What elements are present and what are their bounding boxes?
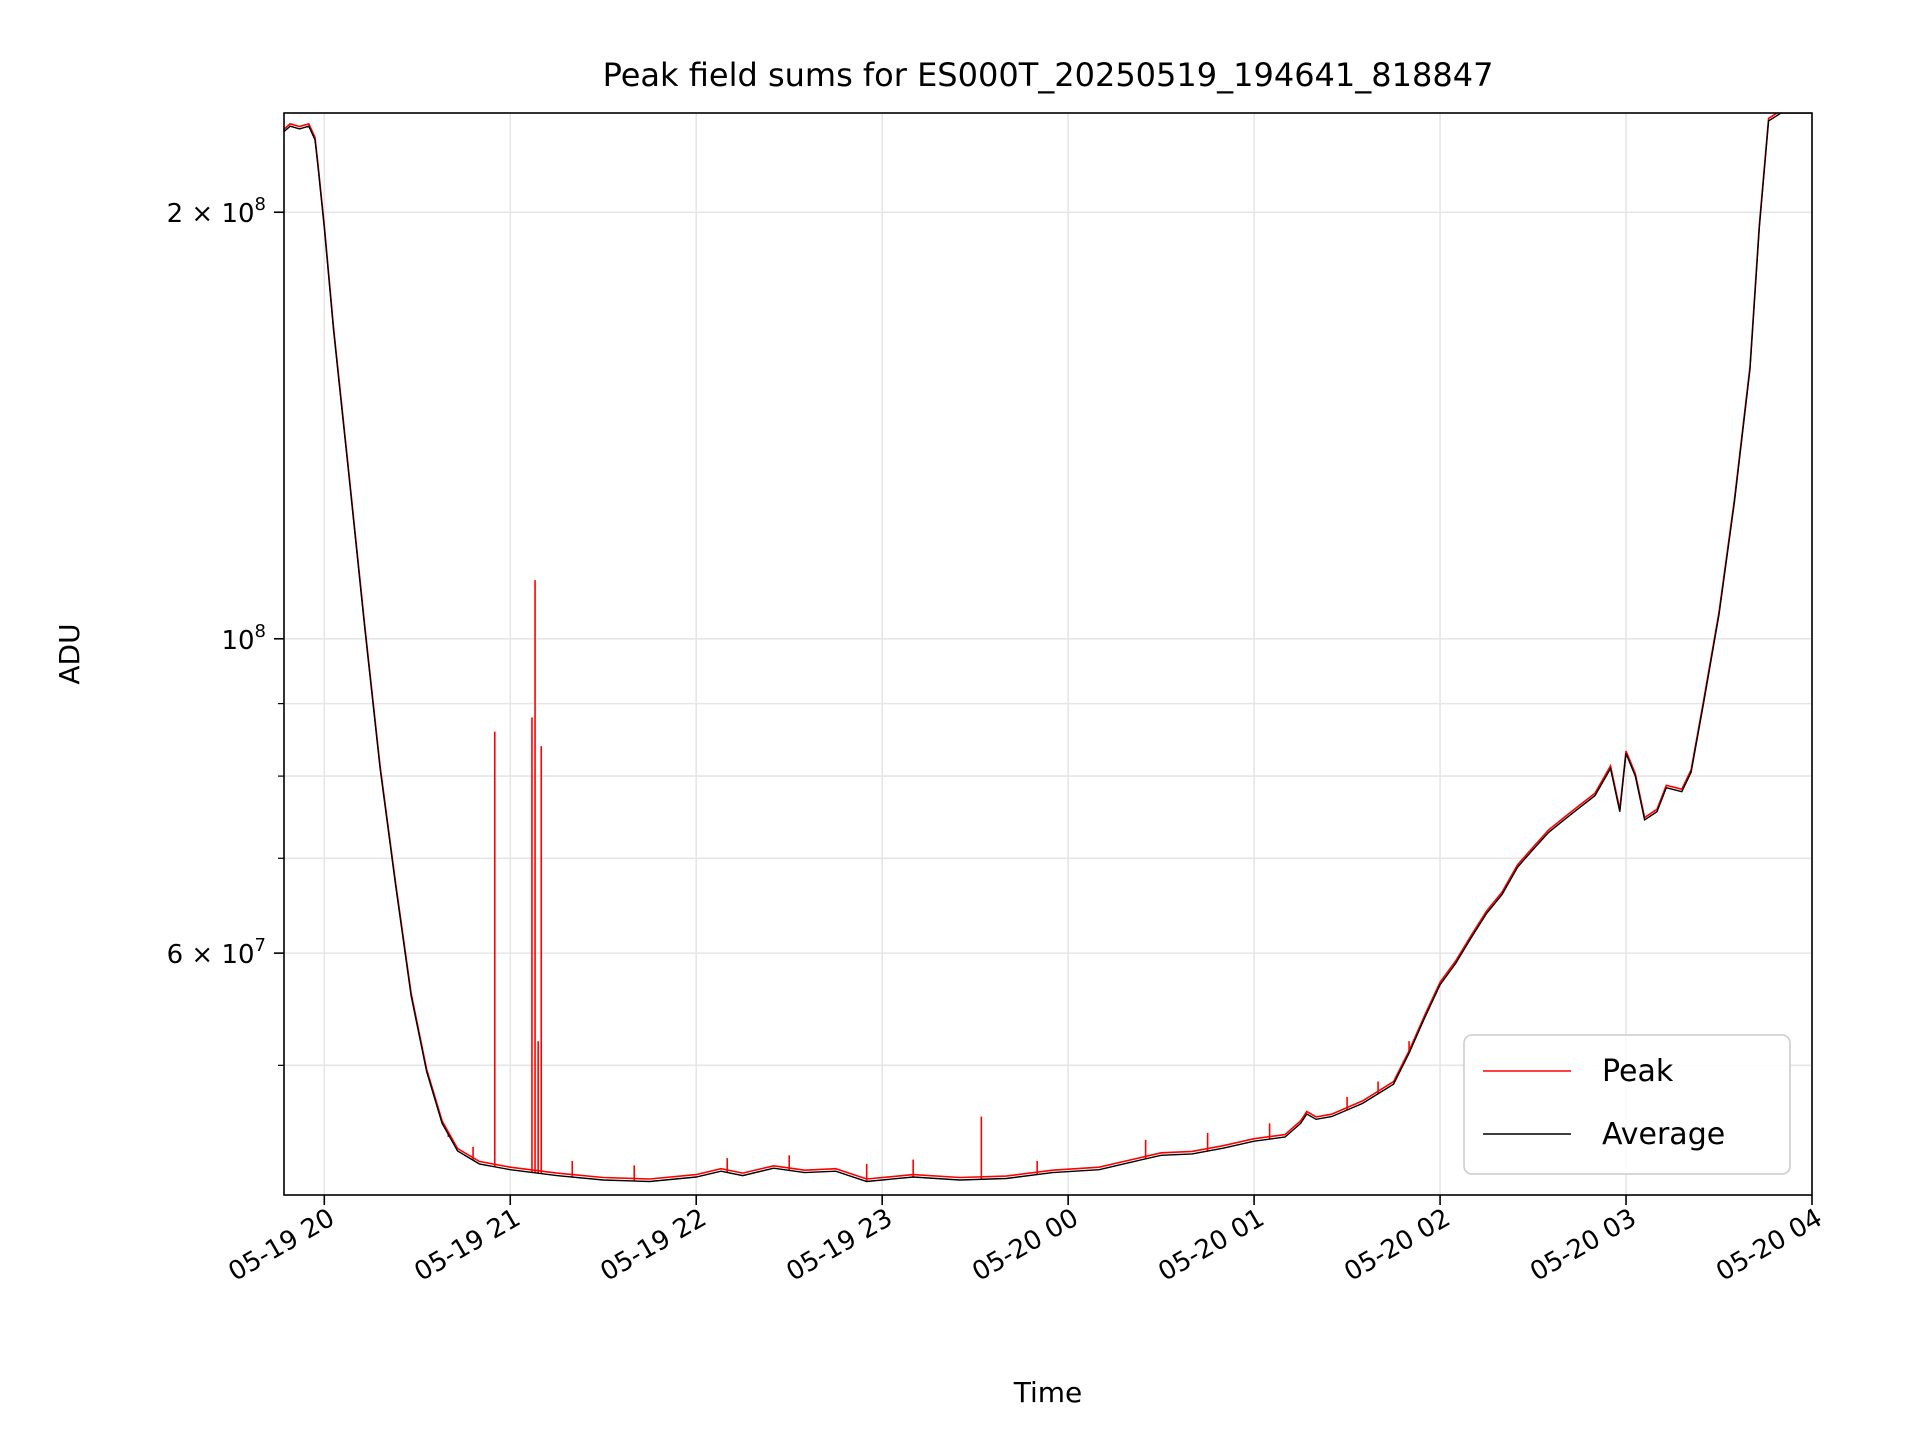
average-series-line	[284, 113, 1812, 1183]
series-layer	[284, 113, 1812, 1183]
legend-average-label: Average	[1602, 1117, 1725, 1152]
legend-box	[1463, 1034, 1791, 1175]
y-tick-label-exponent: 8	[255, 194, 266, 215]
x-axis-label: Time	[1013, 1376, 1083, 1409]
y-tick-label-base: 10	[221, 626, 254, 656]
plot-frame	[283, 112, 1813, 1196]
legend-peak-label: Peak	[1602, 1054, 1674, 1089]
y-tick-label-exponent: 7	[255, 935, 266, 956]
legend: Peak Average	[1463, 1034, 1791, 1175]
y-tick-label-base: 2 × 10	[167, 199, 255, 229]
y-tick-label: 108	[221, 621, 266, 656]
y-tick-label-base: 6 × 10	[167, 940, 255, 970]
chart-title: Peak field sums for ES000T_20250519_1946…	[603, 56, 1494, 94]
y-tick-label: 2 × 108	[167, 194, 266, 229]
y-tick-label-exponent: 8	[255, 621, 266, 642]
y-axis-label: ADU	[53, 623, 86, 684]
y-tick-label: 6 × 107	[167, 935, 266, 970]
